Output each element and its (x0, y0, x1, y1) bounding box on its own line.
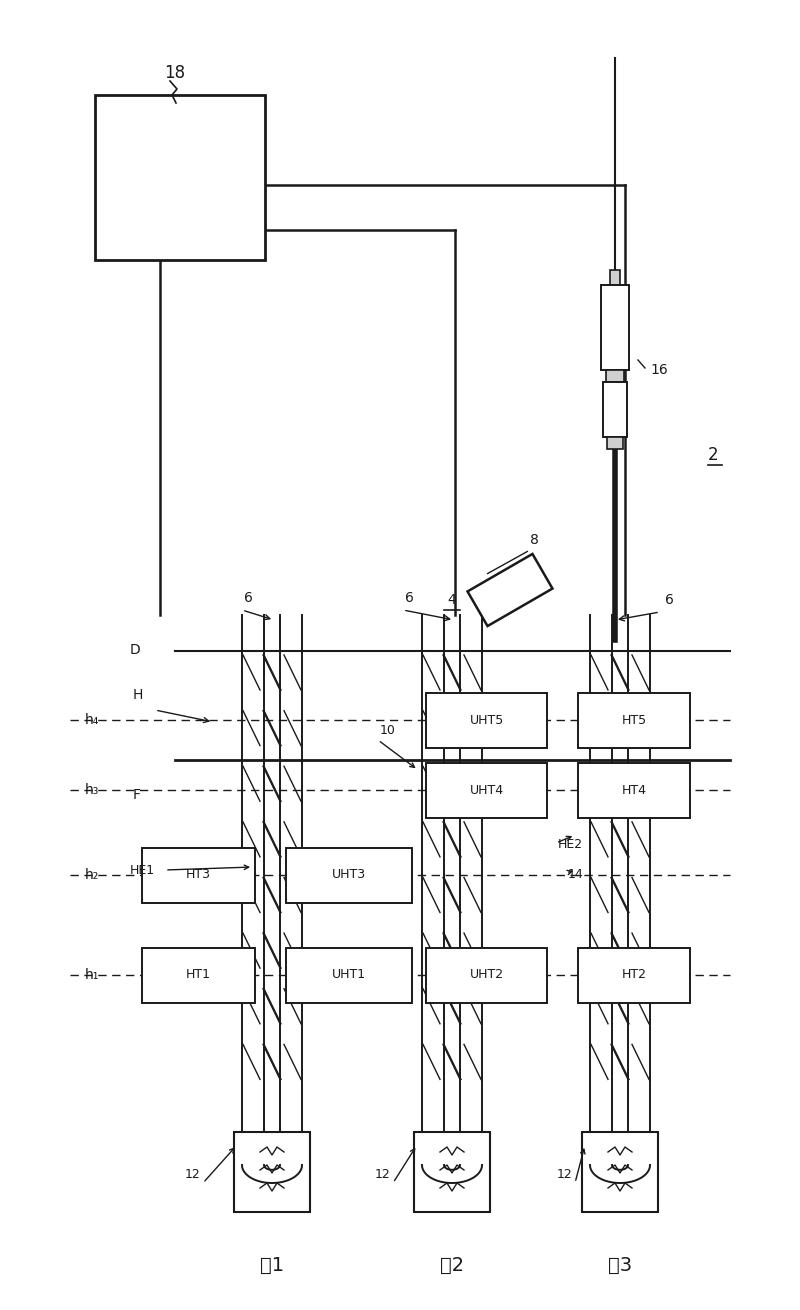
Text: あ3: あ3 (608, 1255, 632, 1275)
Bar (426, 693, 547, 748)
Text: H: H (133, 688, 143, 702)
Text: HE2: HE2 (558, 838, 583, 852)
Text: 12: 12 (185, 1169, 201, 1182)
Text: h₂: h₂ (85, 869, 99, 882)
Text: UHT1: UHT1 (332, 968, 366, 981)
Bar (603, 383, 627, 438)
Text: HT4: HT4 (622, 783, 646, 796)
Bar (286, 848, 412, 903)
Text: あ2: あ2 (440, 1255, 464, 1275)
Text: UHT4: UHT4 (470, 783, 503, 796)
Bar (234, 1132, 310, 1212)
Bar (601, 286, 629, 369)
Text: UHT3: UHT3 (332, 869, 366, 882)
Bar (426, 762, 547, 817)
Bar (142, 848, 255, 903)
Bar (606, 369, 624, 383)
Text: h₁: h₁ (85, 968, 99, 982)
Text: HE1: HE1 (130, 863, 155, 876)
Text: h₄: h₄ (85, 713, 99, 727)
Text: HT2: HT2 (622, 968, 646, 981)
Text: 4: 4 (448, 593, 456, 607)
Bar (95, 96, 265, 259)
Bar (607, 438, 623, 449)
Text: 6: 6 (244, 591, 253, 605)
Bar (578, 762, 690, 817)
Bar (426, 948, 547, 1003)
Text: 16: 16 (650, 363, 668, 377)
Text: HT5: HT5 (622, 714, 646, 727)
Text: F: F (133, 789, 141, 802)
Bar (582, 1132, 658, 1212)
Text: 8: 8 (530, 533, 539, 548)
Bar (286, 948, 412, 1003)
Text: あ1: あ1 (260, 1255, 284, 1275)
Bar (578, 948, 690, 1003)
Text: UHT5: UHT5 (470, 714, 504, 727)
Text: 12: 12 (375, 1169, 390, 1182)
Bar (142, 948, 255, 1003)
Text: 14: 14 (568, 869, 584, 882)
Text: 6: 6 (665, 593, 674, 607)
Text: 2: 2 (708, 445, 718, 464)
Text: HT1: HT1 (186, 968, 211, 981)
Text: 10: 10 (380, 723, 396, 736)
Text: 6: 6 (405, 591, 414, 605)
Text: UHT2: UHT2 (470, 968, 503, 981)
Text: HT3: HT3 (186, 869, 211, 882)
Polygon shape (467, 554, 553, 626)
Text: 12: 12 (557, 1169, 573, 1182)
Text: 18: 18 (165, 64, 186, 83)
Text: D: D (130, 643, 141, 658)
Bar (414, 1132, 490, 1212)
Text: h₃: h₃ (85, 783, 99, 796)
Bar (610, 270, 620, 286)
Bar (578, 693, 690, 748)
